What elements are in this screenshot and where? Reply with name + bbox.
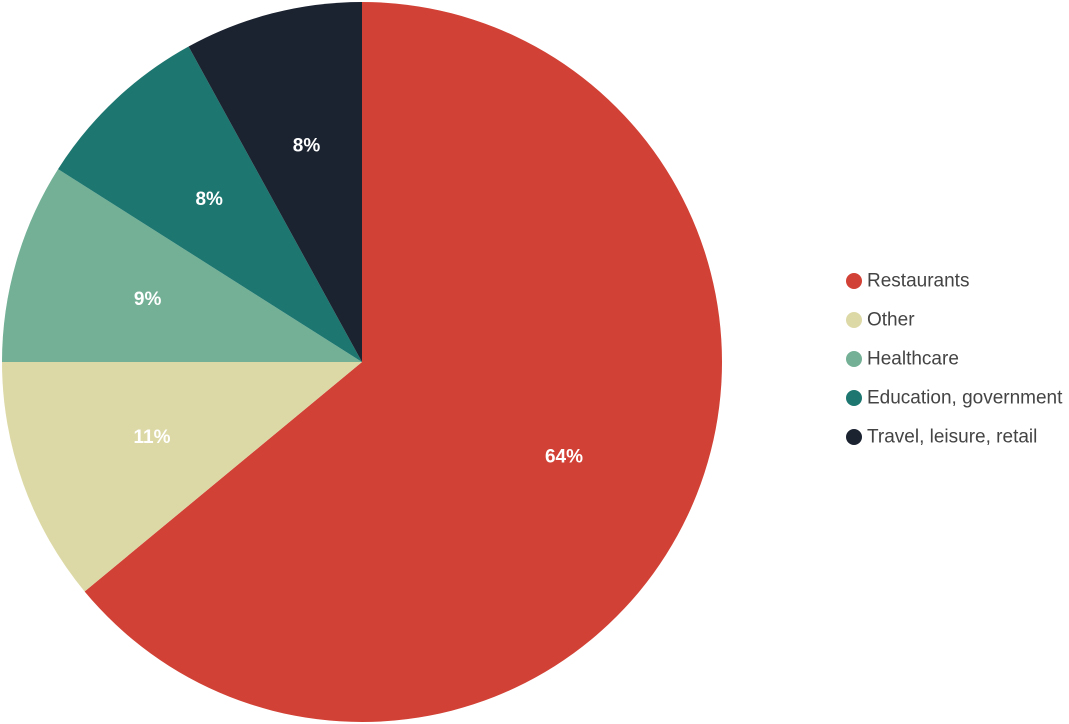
legend-item-restaurants[interactable]: Restaurants <box>846 271 969 292</box>
legend-marker-healthcare <box>846 351 862 367</box>
legend-marker-travel-leisure-retail <box>846 429 862 445</box>
pie-slice-healthcare[interactable] <box>2 169 362 362</box>
legend-item-healthcare[interactable]: Healthcare <box>846 349 959 370</box>
slice-labels: 64% 11% 9% 8% 8% <box>134 135 584 467</box>
slice-label-restaurants: 64% <box>545 447 583 468</box>
legend-item-travel-leisure-retail[interactable]: Travel, leisure, retail <box>846 427 1037 448</box>
legend-item-other[interactable]: Other <box>846 310 915 331</box>
pie-slice-education-government[interactable] <box>58 46 363 362</box>
legend-marker-education-government <box>846 390 862 406</box>
legend-label-travel-leisure-retail: Travel, leisure, retail <box>867 427 1037 448</box>
slice-label-travel-leisure-retail: 8% <box>293 135 321 156</box>
pie-slice-travel-leisure-retail[interactable] <box>188 1 362 362</box>
legend: Restaurants Other Healthcare Education, gov… <box>846 271 1063 448</box>
legend-label-education-government: Education, government <box>867 388 1063 409</box>
legend-marker-other <box>846 312 862 328</box>
legend-marker-restaurants <box>846 273 862 289</box>
legend-label-other: Other <box>867 310 915 331</box>
legend-item-education-government[interactable]: Education, government <box>846 388 1063 409</box>
pie-slice-other[interactable] <box>2 362 362 592</box>
slice-label-education-government: 8% <box>195 189 223 210</box>
pie-slice-restaurants[interactable] <box>84 2 722 722</box>
legend-label-healthcare: Healthcare <box>867 349 959 370</box>
slice-label-healthcare: 9% <box>134 289 162 310</box>
legend-label-restaurants: Restaurants <box>867 271 969 292</box>
slice-label-other: 11% <box>134 427 171 448</box>
pie-slices <box>2 1 722 722</box>
